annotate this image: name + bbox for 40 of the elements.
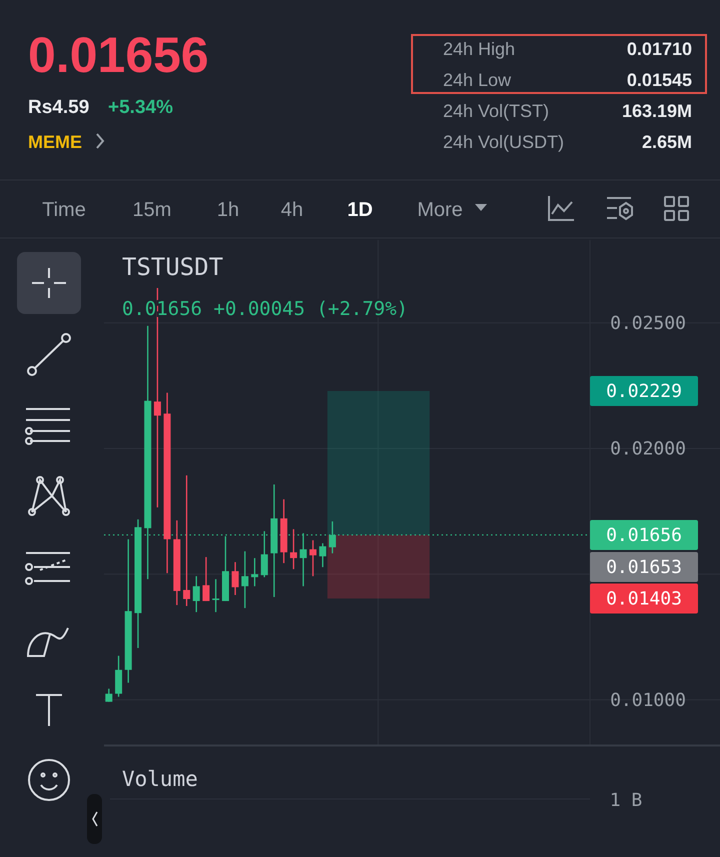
text: 2.65M bbox=[642, 132, 692, 152]
candlestick bbox=[309, 540, 316, 577]
text: 24h Vol(USDT) bbox=[443, 132, 564, 152]
candlestick bbox=[183, 474, 190, 607]
y-tick-label: 0.02000 bbox=[610, 438, 686, 460]
text: TSTUSDT bbox=[122, 253, 224, 281]
text: 0.01656 bbox=[28, 27, 209, 83]
candlestick bbox=[115, 655, 122, 698]
text: +5.34% bbox=[108, 97, 174, 118]
text: 1D bbox=[347, 199, 373, 221]
text: 15m bbox=[132, 199, 172, 221]
text: 4h bbox=[280, 199, 304, 221]
text: 0.01710 bbox=[626, 39, 692, 59]
text: 24h High bbox=[443, 39, 516, 59]
candlestick bbox=[202, 556, 210, 602]
text: 1 B bbox=[610, 790, 642, 811]
text: 0.02229 bbox=[606, 380, 682, 402]
candlestick bbox=[319, 542, 326, 568]
candlestick bbox=[232, 561, 239, 596]
text: 1h bbox=[216, 199, 240, 221]
text: 24h Vol(TST) bbox=[443, 101, 550, 121]
text: 0.01545 bbox=[626, 70, 692, 90]
text: 24h Low bbox=[443, 70, 512, 90]
y-tick-label: 0.01000 bbox=[610, 690, 686, 711]
candlestick bbox=[192, 576, 200, 613]
text: MEME bbox=[28, 132, 82, 152]
text: Time bbox=[42, 199, 86, 221]
text: Rs4.59 bbox=[28, 97, 90, 118]
candlestick bbox=[241, 550, 248, 609]
text: 0.01653 bbox=[606, 557, 682, 578]
ref-line-label: 0.01656 bbox=[606, 524, 682, 546]
text: 163.19M bbox=[622, 101, 692, 121]
candlestick bbox=[212, 578, 220, 613]
candlestick bbox=[251, 557, 258, 587]
text: More bbox=[417, 199, 463, 221]
candlestick bbox=[290, 528, 298, 570]
candlestick bbox=[105, 688, 112, 702]
y-tick-label: 0.02500 bbox=[610, 312, 686, 334]
text: 0.01403 bbox=[606, 588, 682, 610]
text: Volume bbox=[122, 767, 198, 791]
